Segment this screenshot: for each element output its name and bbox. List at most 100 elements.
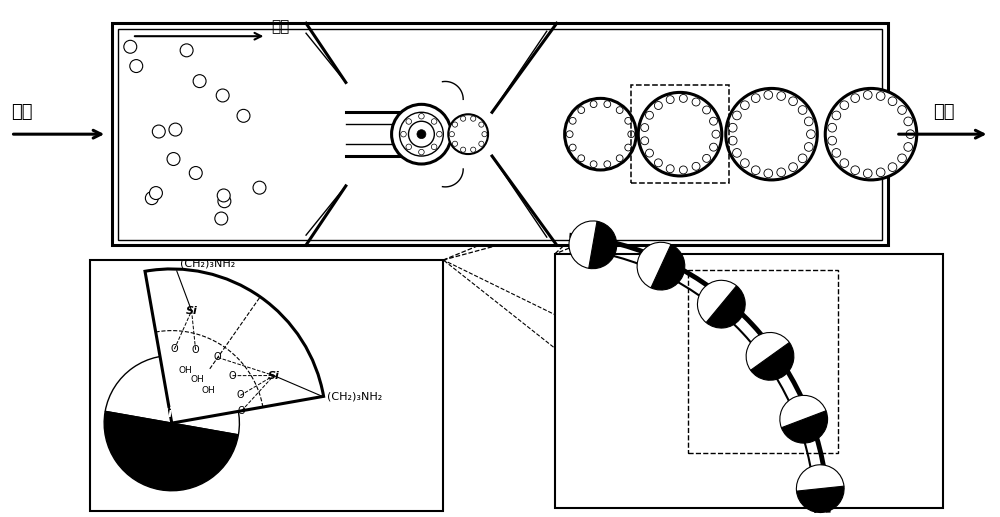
Circle shape [431,119,437,124]
Circle shape [807,130,815,139]
Wedge shape [797,486,844,512]
Bar [631,85,729,183]
Circle shape [654,159,662,167]
Circle shape [590,101,597,108]
Wedge shape [796,465,844,491]
Bar [555,254,943,508]
Wedge shape [637,242,671,288]
Circle shape [437,131,442,137]
Circle shape [789,97,797,105]
Circle shape [751,166,760,175]
Circle shape [840,101,849,110]
Circle shape [876,168,885,177]
Text: 乳液: 乳液 [933,103,954,121]
Circle shape [828,124,837,132]
Circle shape [703,106,711,114]
Circle shape [654,101,662,110]
Circle shape [712,130,720,138]
Circle shape [471,147,476,153]
Circle shape [449,132,454,137]
Circle shape [616,107,623,114]
Circle shape [710,143,717,151]
Circle shape [566,131,573,138]
Circle shape [898,154,906,163]
Text: O: O [238,406,245,416]
Circle shape [646,111,653,119]
Circle shape [431,144,437,149]
Circle shape [419,113,424,119]
Circle shape [832,148,841,157]
Circle shape [692,98,700,106]
Circle shape [832,111,841,120]
Circle shape [152,125,165,138]
Circle shape [646,149,653,157]
Circle shape [764,90,773,99]
Text: O: O [192,345,199,355]
Circle shape [471,116,476,121]
Circle shape [604,161,611,168]
Circle shape [906,130,915,139]
Text: Si: Si [186,306,198,316]
Text: Si: Si [268,371,280,381]
Bar [112,23,888,245]
Circle shape [904,143,913,151]
Circle shape [237,110,250,123]
Circle shape [565,98,636,170]
Circle shape [448,114,488,154]
Circle shape [777,168,786,177]
Circle shape [400,112,443,156]
Circle shape [851,94,860,102]
Circle shape [406,119,412,124]
Text: O: O [214,353,222,362]
Text: OH: OH [202,386,215,394]
Circle shape [863,90,872,99]
Circle shape [590,161,597,168]
Circle shape [777,92,786,100]
Circle shape [825,88,917,180]
Circle shape [616,155,623,162]
Circle shape [180,44,193,57]
Circle shape [569,117,576,124]
Circle shape [898,105,906,114]
Circle shape [751,94,760,102]
Circle shape [733,111,741,120]
Circle shape [461,147,466,153]
Text: (CH₂)₃NH₂: (CH₂)₃NH₂ [327,392,382,402]
Wedge shape [706,286,745,328]
Circle shape [804,117,813,126]
Wedge shape [751,342,794,380]
Text: O: O [229,371,236,381]
Circle shape [124,40,137,53]
Circle shape [169,123,182,136]
Circle shape [461,116,466,121]
Circle shape [804,143,813,151]
Text: O: O [171,344,178,354]
Text: Si: Si [160,407,173,420]
Text: OH: OH [179,367,193,375]
Circle shape [703,155,711,162]
Circle shape [452,122,458,127]
Wedge shape [569,221,597,268]
Circle shape [666,96,674,103]
Circle shape [692,162,700,170]
Circle shape [840,159,849,168]
Circle shape [149,187,162,200]
Text: OH: OH [190,374,204,384]
Circle shape [789,163,797,172]
Circle shape [216,89,229,102]
Circle shape [741,159,749,168]
Circle shape [406,144,412,149]
Circle shape [851,166,860,175]
Circle shape [710,117,717,125]
Circle shape [828,136,837,145]
Text: (CH₂)₃NH₂: (CH₂)₃NH₂ [180,259,235,269]
Circle shape [728,136,737,145]
Circle shape [419,149,424,155]
Circle shape [569,144,576,151]
Circle shape [764,169,773,178]
Circle shape [679,166,687,174]
Circle shape [215,212,228,225]
Wedge shape [697,280,737,323]
Wedge shape [589,221,617,269]
Circle shape [189,166,202,179]
